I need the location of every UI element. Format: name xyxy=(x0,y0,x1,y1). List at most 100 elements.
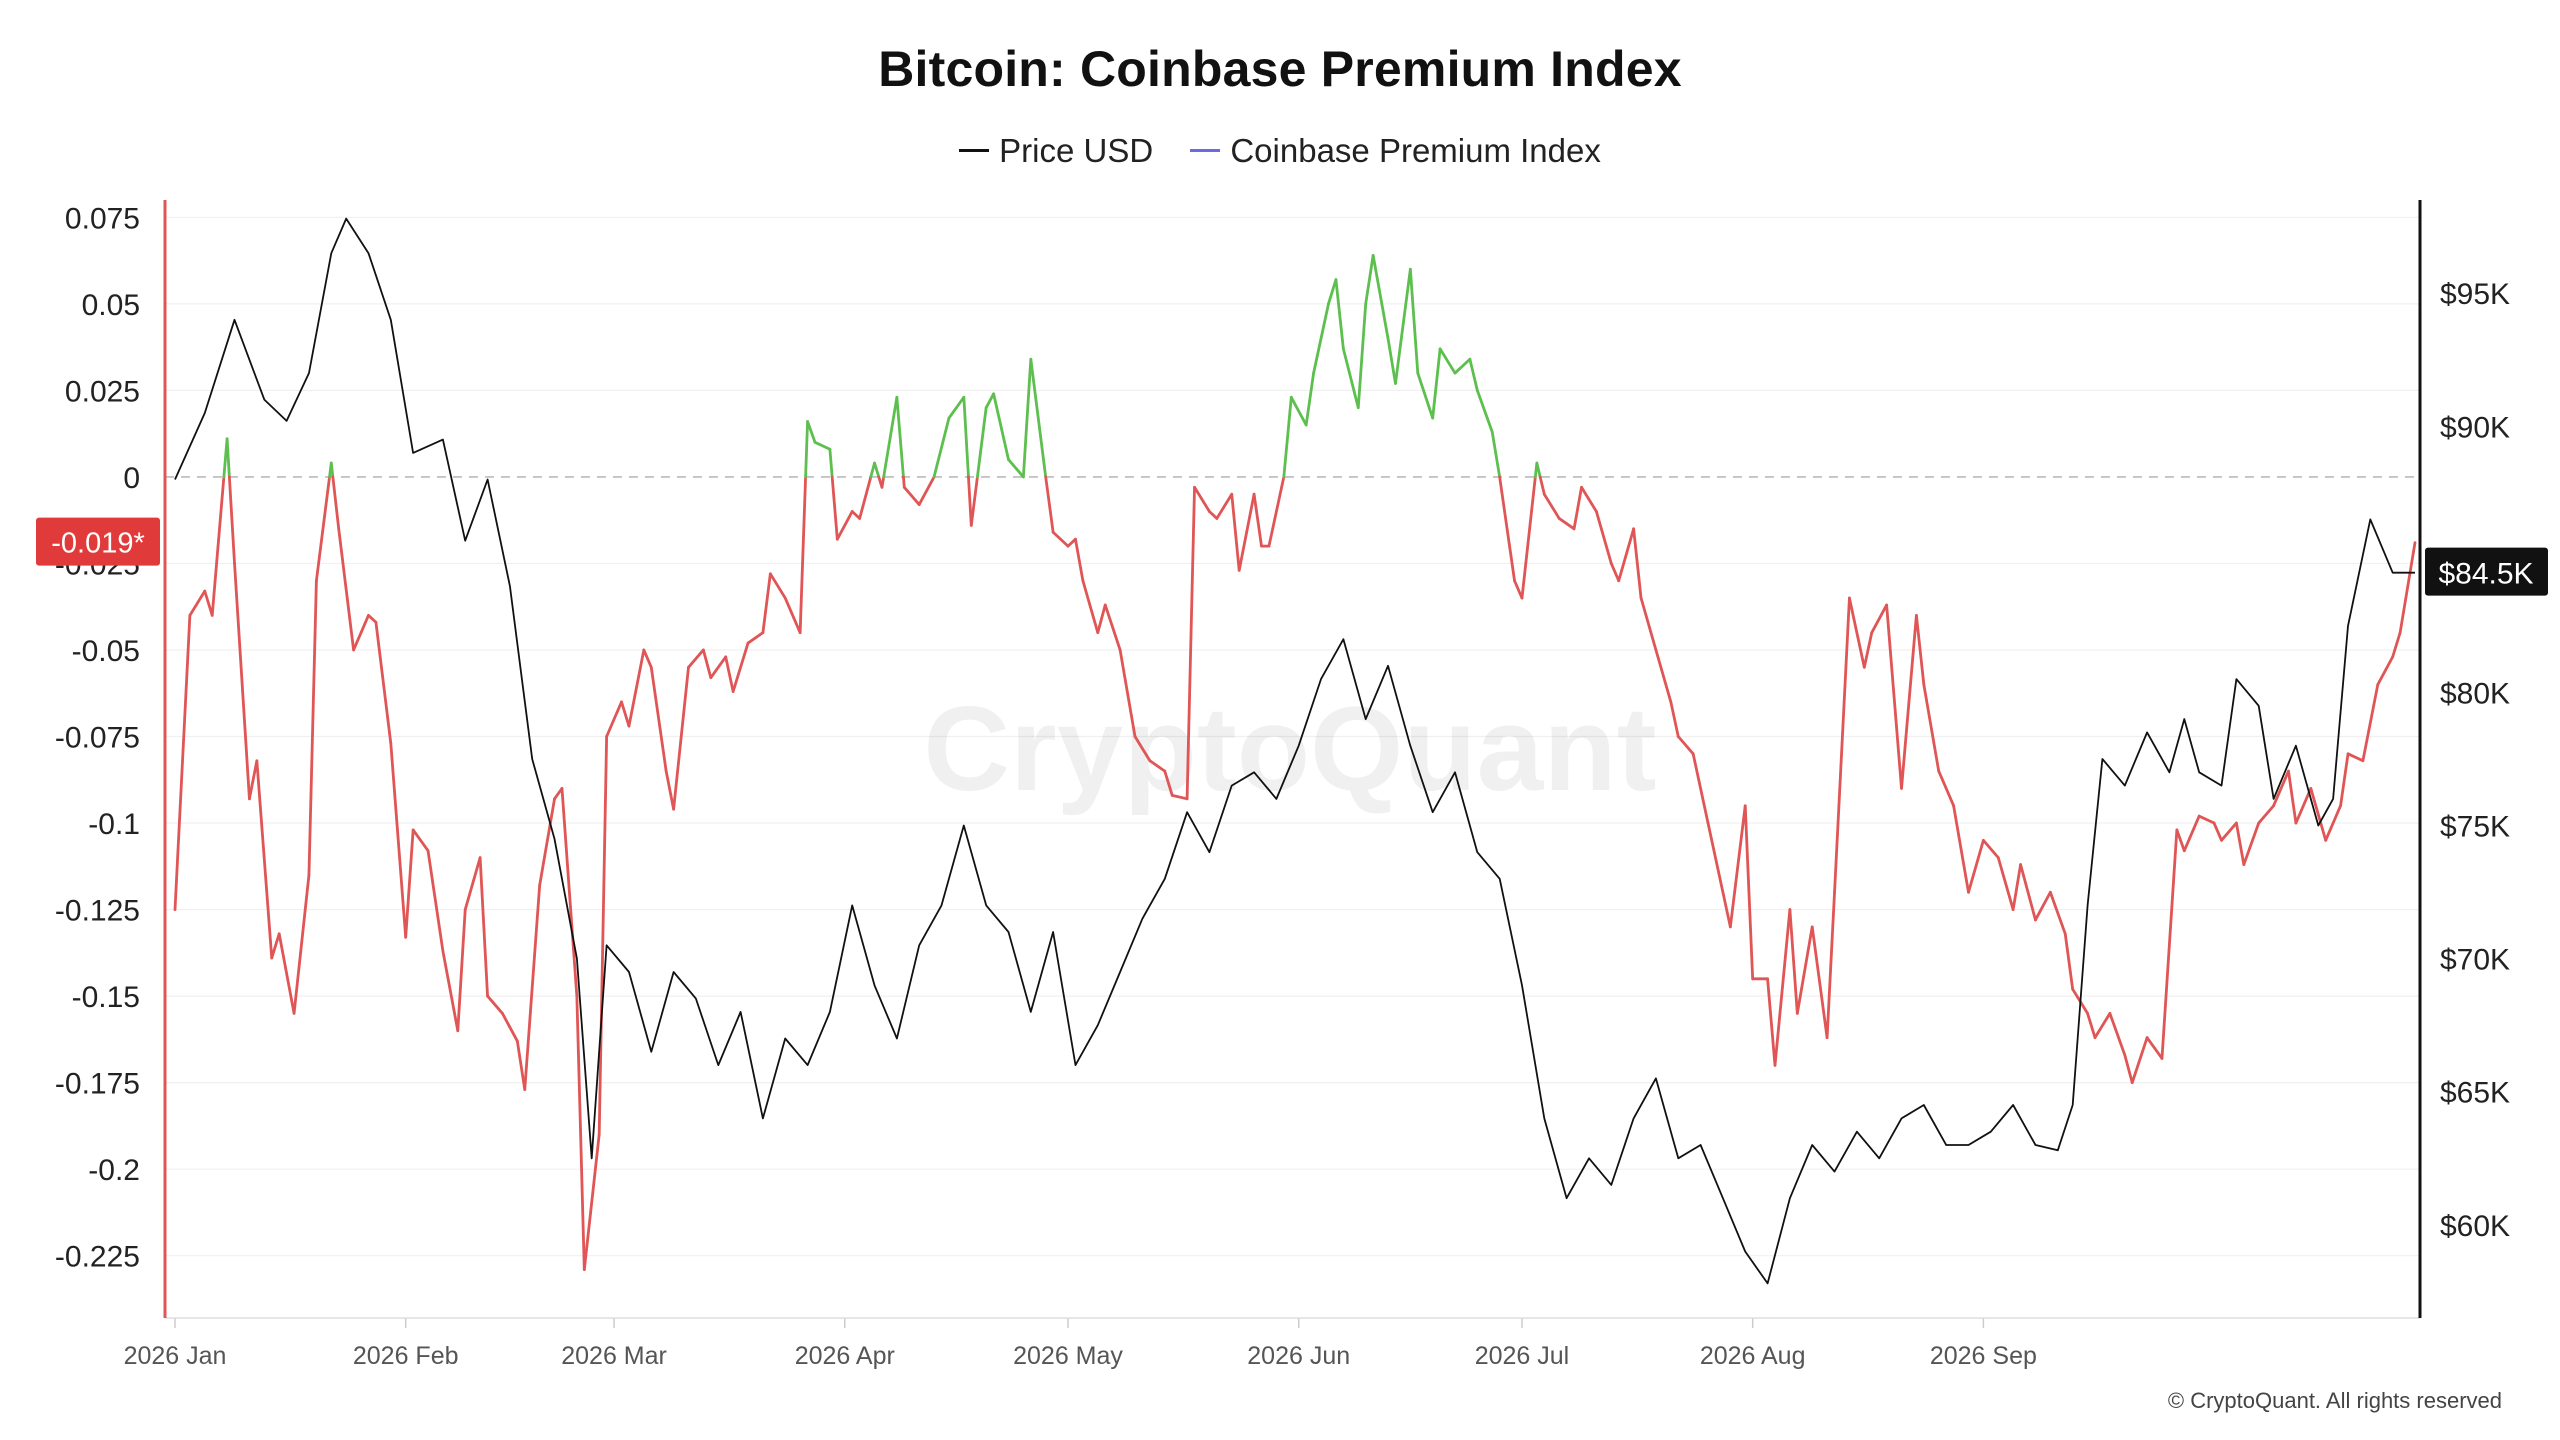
premium-line-segment xyxy=(1535,461,1542,479)
premium-line-segment xyxy=(1096,603,1107,635)
legend-item-price[interactable]: Price USD xyxy=(959,132,1153,170)
x-tick-label: 2026 Mar xyxy=(561,1342,667,1370)
premium-line-segment xyxy=(1490,430,1502,479)
premium-line-segment xyxy=(731,641,750,693)
premium-line-segment xyxy=(1364,253,1375,306)
x-tick-label: 2026 Apr xyxy=(795,1342,895,1370)
premium-line-segment xyxy=(292,873,311,1015)
premium-line-segment xyxy=(1170,793,1189,801)
premium-line-segment xyxy=(367,613,378,624)
premium-line-segment xyxy=(798,475,808,635)
premium-line-segment xyxy=(560,787,579,998)
premium-line-segment xyxy=(352,613,370,652)
premium-line-segment xyxy=(1862,631,1874,669)
premium-line-segment xyxy=(1900,613,1918,790)
premium-line-segment xyxy=(2108,1012,2127,1057)
premium-line-segment xyxy=(1996,856,2015,911)
premium-line-segment xyxy=(2212,821,2223,842)
premium-line-segment xyxy=(2175,828,2186,853)
premium-line-segment xyxy=(1416,371,1435,420)
premium-line-segment xyxy=(2272,769,2290,808)
current-price-label: $84.5K xyxy=(2438,558,2533,591)
premium-line-segment xyxy=(1438,347,1457,375)
premium-line-segment xyxy=(2398,541,2417,635)
legend-item-premium[interactable]: Coinbase Premium Index xyxy=(1190,132,1601,170)
premium-line-segment xyxy=(932,416,951,479)
premium-line-segment xyxy=(967,475,973,527)
legend: Price USD Coinbase Premium Index xyxy=(0,122,2560,170)
premium-line-segment xyxy=(830,475,839,541)
x-tick-label: 2026 Feb xyxy=(353,1342,459,1370)
legend-label-premium: Coinbase Premium Index xyxy=(1230,131,1601,169)
premium-line-segment xyxy=(411,828,430,853)
premium-line-segment xyxy=(1408,267,1420,375)
premium-line-segment xyxy=(1044,475,1055,534)
premium-line-segment xyxy=(1148,759,1167,773)
premium-line-segment xyxy=(210,475,226,617)
premium-line-segment xyxy=(188,589,207,617)
legend-swatch-price xyxy=(959,149,990,152)
premium-line-segment xyxy=(1237,492,1256,572)
premium-line-segment xyxy=(575,994,586,1271)
premium-line-segment xyxy=(813,440,832,451)
premium-line-segment xyxy=(992,392,1010,461)
premium-line-segment xyxy=(882,395,899,479)
premium-line-segment xyxy=(1594,510,1613,565)
premium-line-segment xyxy=(984,392,996,410)
premium-line-segment xyxy=(463,856,482,911)
premium-line-segment xyxy=(2048,890,2067,936)
premium-line-segment xyxy=(1252,492,1263,548)
premium-line-segment xyxy=(1185,485,1196,801)
premium-line-segment xyxy=(1885,603,1903,790)
premium-line-segment xyxy=(486,994,504,1015)
premium-line-segment xyxy=(248,759,259,801)
premium-line-segment xyxy=(687,648,705,669)
premium-line-segment xyxy=(1538,475,1546,496)
premium-line-segment xyxy=(1312,302,1330,375)
y-left-tick-label: 0.025 xyxy=(65,375,140,408)
premium-line-segment xyxy=(1833,596,1851,894)
premium-line-segment xyxy=(2063,932,2075,991)
premium-line-segment xyxy=(1728,804,1747,929)
premium-line-segment xyxy=(2234,821,2246,866)
premium-line-segment xyxy=(2011,863,2022,911)
premium-line-segment xyxy=(1848,596,1866,669)
premium-line-segment xyxy=(1282,395,1293,479)
premium-line-segment xyxy=(233,562,251,801)
premium-line-segment xyxy=(515,1039,527,1091)
premium-line-segment xyxy=(761,572,772,635)
premium-line-segment xyxy=(1691,752,1710,825)
premium-line-segment xyxy=(1557,517,1576,531)
premium-line-segment xyxy=(478,856,489,998)
y-left-tick-label: -0.2 xyxy=(88,1154,140,1187)
premium-line-segment xyxy=(1617,527,1636,583)
price-line xyxy=(174,217,2415,1285)
premium-line-segment xyxy=(642,648,653,669)
premium-line-segment xyxy=(1453,357,1472,375)
legend-swatch-premium xyxy=(1190,149,1221,152)
premium-line-segment xyxy=(724,655,735,693)
premium-line-segment xyxy=(1163,769,1174,797)
premium-line-segment xyxy=(1267,475,1286,548)
premium-line-segment xyxy=(1520,475,1537,600)
premium-line-segment xyxy=(2242,821,2261,866)
premium-line-segment xyxy=(1051,530,1070,548)
premium-line-segment xyxy=(501,1012,519,1043)
premium-line-segment xyxy=(2086,1012,2097,1040)
premium-line-segment xyxy=(804,420,809,479)
premium-line-segment xyxy=(2093,1012,2112,1040)
premium-line-segment xyxy=(605,700,623,738)
premium-line-segment xyxy=(1029,357,1048,479)
y-left-tick-label: 0.05 xyxy=(82,289,140,322)
premium-line-segment xyxy=(173,613,192,911)
premium-line-segment xyxy=(768,572,787,600)
x-tick-label: 2026 Sep xyxy=(1930,1342,2037,1370)
premium-line-segment xyxy=(664,769,676,811)
premium-line-segment xyxy=(329,461,335,479)
premium-line-segment xyxy=(1021,357,1033,479)
y-right-tick-label: $90K xyxy=(2440,411,2510,444)
current-premium-label: -0.019* xyxy=(51,528,145,560)
premium-line-segment xyxy=(850,510,862,520)
premium-line-segment xyxy=(783,596,802,635)
y-left-tick-label: 0.075 xyxy=(65,202,140,235)
